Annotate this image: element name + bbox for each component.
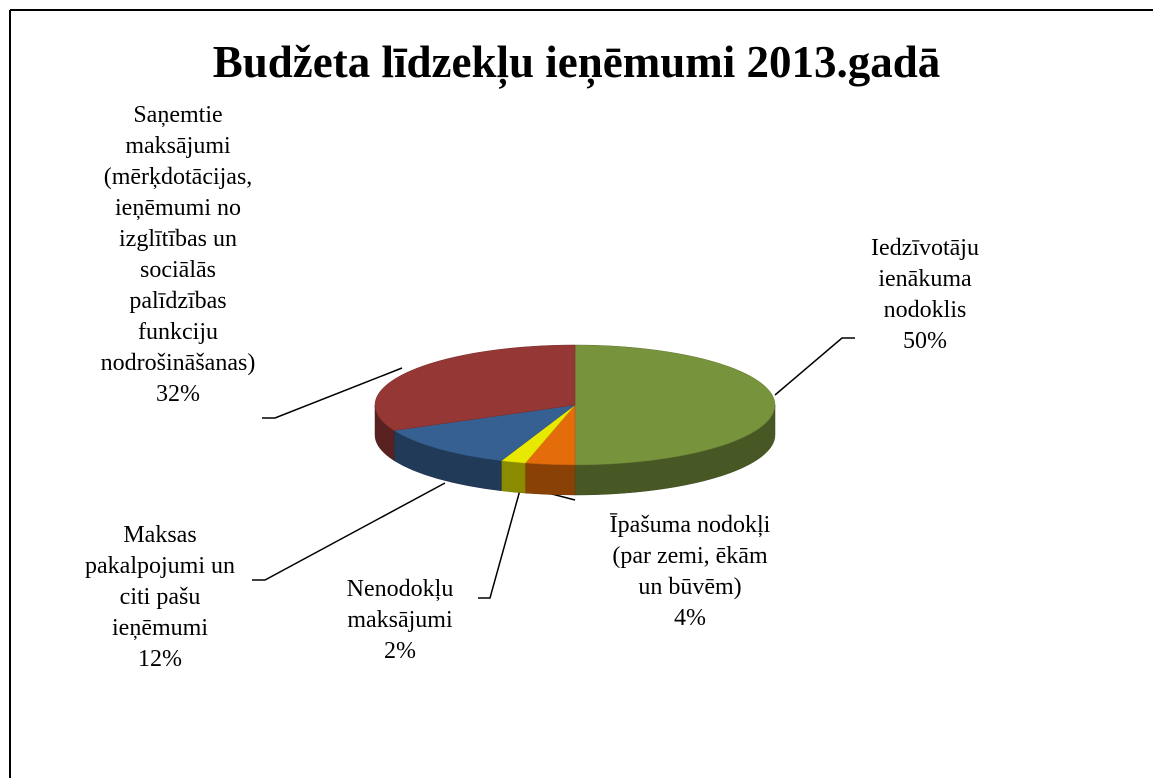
pie-slice <box>574 344 776 466</box>
slice-name: Saņemtie maksājumi (mērķdotācijas, ieņēm… <box>100 102 256 376</box>
slice-value: 12% <box>137 646 182 672</box>
pie <box>374 344 776 496</box>
leader-lines <box>252 337 855 599</box>
slice-label: Nenodokļu maksājumi 2% <box>347 574 454 667</box>
slice-name: Īpašuma nodokļi (par zemi, ēkām un būvēm… <box>609 512 771 600</box>
slice-name: Iedzīvotāju ienākuma nodoklis <box>871 235 979 323</box>
slice-label: Īpašuma nodokļi (par zemi, ēkām un būvēm… <box>610 510 771 634</box>
pie-slice-side <box>525 462 576 496</box>
slice-label: Iedzīvotāju ienākuma nodoklis 50% <box>871 233 979 357</box>
leader-line <box>252 482 446 581</box>
pie-slice-side <box>501 460 526 494</box>
chart-title: Budžeta līdzekļu ieņēmumi 2013.gadā <box>212 37 941 87</box>
slice-value: 4% <box>673 605 706 631</box>
leader-line <box>478 489 521 599</box>
slice-value: 50% <box>902 328 947 354</box>
slice-name: Maksas pakalpojumi un citi pašu ieņēmumi <box>85 522 235 641</box>
slice-name: Nenodokļu maksājumi <box>346 576 454 633</box>
slice-value: 2% <box>384 638 416 664</box>
slice-value: 32% <box>155 381 200 407</box>
leader-line <box>262 367 403 419</box>
slice-label: Saņemtie maksājumi (mērķdotācijas, ieņēm… <box>101 100 256 410</box>
pie-slice <box>393 404 576 462</box>
leader-line <box>774 337 855 396</box>
slice-label: Maksas pakalpojumi un citi pašu ieņēmumi… <box>85 520 235 675</box>
pie-slice <box>374 344 576 431</box>
